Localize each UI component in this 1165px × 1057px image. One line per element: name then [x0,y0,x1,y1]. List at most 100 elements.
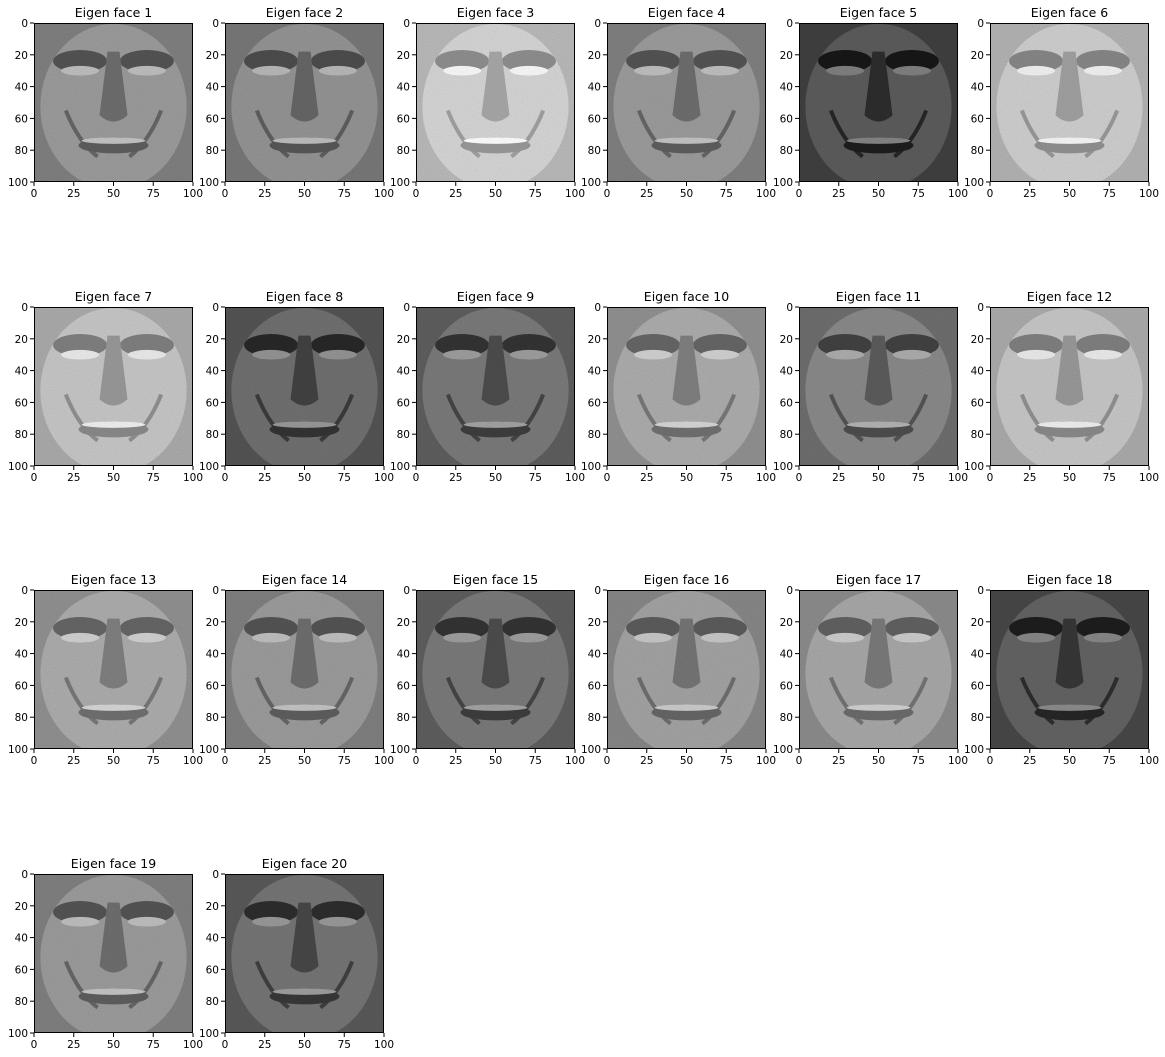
eigenface-image [416,307,575,473]
y-tick-label: 60 [971,680,984,692]
y-tick-label: 60 [206,680,219,692]
eigenface-image [225,23,384,189]
y-tick-label: 100 [581,177,601,189]
x-tick-label: 0 [987,188,994,200]
x-tick-label: 25 [1023,755,1036,767]
x-tick-label: 100 [183,755,203,767]
x-tick-label: 100 [756,188,776,200]
x-tick-label: 0 [31,472,38,484]
y-tick-label: 80 [971,429,984,441]
x-tick-label: 100 [756,472,776,484]
y-tick-label: 100 [773,177,793,189]
x-tick-label: 100 [948,755,968,767]
x-tick-label: 75 [912,188,925,200]
y-tick-label: 100 [199,461,219,473]
y-tick-label: 0 [403,302,410,314]
y-tick-label: 40 [397,366,410,378]
x-tick-label: 100 [1139,755,1159,767]
y-tick-label: 100 [964,744,984,756]
x-tick-label: 100 [374,755,394,767]
x-tick-label: 25 [832,472,845,484]
y-tick-label: 80 [206,712,219,724]
eigenface-image [799,23,958,189]
y-tick-label: 40 [397,82,410,94]
x-tick-label: 0 [987,472,994,484]
panel-title: Eigen face 8 [266,289,343,304]
x-tick-label: 0 [222,188,229,200]
x-tick-label: 100 [183,188,203,200]
panel-title: Eigen face 6 [1031,5,1108,20]
y-tick-label: 0 [594,585,601,597]
y-tick-label: 60 [588,680,601,692]
x-tick-label: 50 [1063,472,1076,484]
y-tick-label: 60 [780,397,793,409]
x-tick-label: 100 [374,1039,394,1051]
x-tick-label: 75 [529,755,542,767]
x-tick-label: 50 [872,472,885,484]
x-tick-label: 0 [31,188,38,200]
x-tick-label: 50 [298,755,311,767]
eigenface-panel: Eigen face 170 25 50 75 100020406080100 [773,572,968,767]
y-tick-label: 100 [773,461,793,473]
y-tick-label: 20 [15,50,28,62]
x-tick-label: 50 [1063,188,1076,200]
y-tick-label: 100 [390,744,410,756]
x-tick-label: 50 [298,1039,311,1051]
panel-title: Eigen face 5 [840,5,917,20]
x-tick-label: 75 [147,1039,160,1051]
x-tick-label: 50 [680,755,693,767]
y-tick-label: 80 [206,429,219,441]
panel-title: Eigen face 19 [71,856,156,871]
y-tick-label: 60 [971,397,984,409]
x-tick-label: 0 [31,1039,38,1051]
y-tick-label: 80 [206,996,219,1008]
panel-title: Eigen face 10 [644,289,729,304]
x-tick-label: 25 [1023,472,1036,484]
panel-title: Eigen face 13 [71,572,156,587]
y-tick-label: 100 [199,744,219,756]
x-tick-label: 50 [107,1039,120,1051]
y-tick-label: 80 [588,712,601,724]
y-tick-label: 0 [403,585,410,597]
y-tick-label: 0 [212,869,219,881]
y-tick-label: 0 [594,18,601,30]
x-tick-label: 75 [1103,472,1116,484]
x-tick-label: 0 [796,755,803,767]
x-tick-label: 0 [604,755,611,767]
y-tick-label: 80 [780,145,793,157]
x-tick-label: 75 [147,472,160,484]
y-tick-label: 80 [15,712,28,724]
x-tick-label: 25 [258,472,271,484]
x-tick-label: 50 [489,755,502,767]
y-tick-label: 60 [780,113,793,125]
y-tick-label: 20 [15,901,28,913]
x-tick-label: 25 [640,755,653,767]
eigenface-image [34,874,193,1040]
y-tick-label: 40 [780,82,793,94]
y-tick-label: 40 [206,82,219,94]
x-tick-label: 100 [565,472,585,484]
eigenface-image [34,23,193,189]
y-tick-label: 100 [8,744,28,756]
y-tick-label: 40 [971,82,984,94]
y-tick-label: 20 [15,617,28,629]
y-tick-label: 60 [15,397,28,409]
y-tick-label: 20 [15,334,28,346]
y-tick-label: 100 [199,1028,219,1040]
x-tick-label: 75 [147,188,160,200]
y-tick-label: 60 [206,113,219,125]
x-tick-label: 75 [1103,188,1116,200]
x-tick-label: 25 [258,755,271,767]
y-tick-label: 60 [206,964,219,976]
y-tick-label: 20 [397,50,410,62]
y-tick-label: 0 [21,302,28,314]
y-tick-label: 0 [977,18,984,30]
y-tick-label: 20 [780,334,793,346]
y-tick-label: 100 [581,461,601,473]
y-tick-label: 80 [780,429,793,441]
